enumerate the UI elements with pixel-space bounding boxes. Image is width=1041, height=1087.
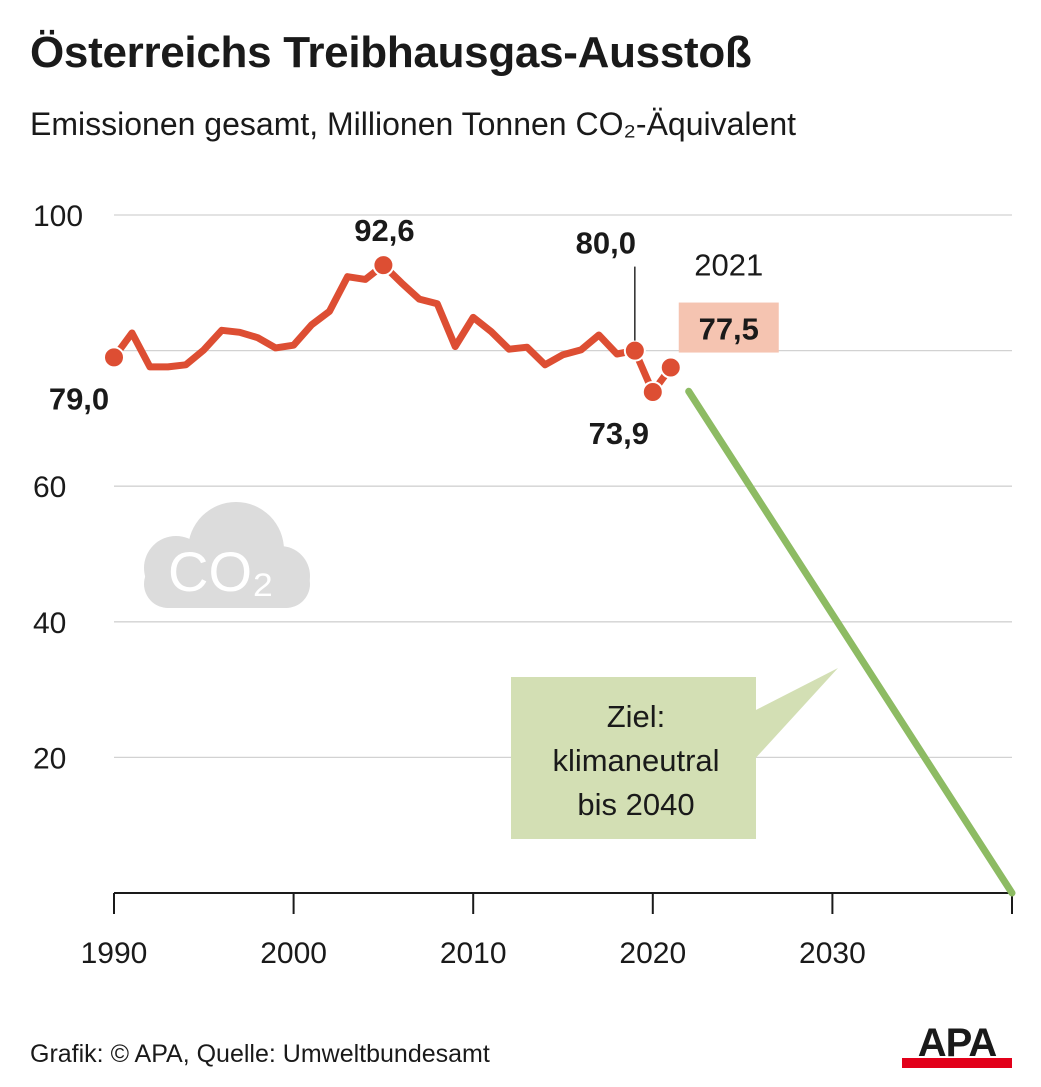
x-tick-label: 2000 [260, 937, 327, 970]
y-tick-label: 60 [33, 471, 66, 504]
y-tick-label: 40 [33, 607, 66, 640]
goal-annotation-pointer [752, 668, 838, 762]
data-label: 79,0 [49, 381, 109, 416]
goal-annotation-box [511, 677, 756, 839]
y-axis-ticks: 100 60 40 20 [33, 200, 83, 775]
y-tick-label: 100 [33, 200, 83, 233]
data-point-marker [623, 339, 646, 362]
data-label: 77,5 [699, 312, 759, 347]
data-point-marker [641, 380, 664, 403]
x-axis: 1990 2000 2010 2020 2030 [81, 892, 1013, 970]
data-label: 73,9 [589, 416, 649, 451]
co2-cloud-icon: CO₂ [144, 502, 310, 608]
data-label: 92,6 [354, 213, 414, 248]
gridlines [114, 214, 1012, 759]
chart-subtitle: Emissionen gesamt, Millionen Tonnen CO₂-… [30, 106, 796, 142]
y-tick-label: 20 [33, 742, 66, 775]
data-point-marker [659, 356, 682, 379]
apa-logo: APA [902, 1021, 1012, 1068]
goal-line-3: bis 2040 [577, 787, 694, 822]
data-label: 80,0 [576, 226, 636, 261]
apa-logo-bar [902, 1058, 1012, 1068]
x-tick-label: 2010 [440, 937, 507, 970]
goal-line-1: Ziel: [607, 699, 666, 734]
target-path-line [685, 387, 1016, 897]
apa-logo-text: APA [918, 1021, 997, 1065]
series [103, 254, 1016, 897]
chart-title: Österreichs Treibhausgas-Ausstoß [30, 28, 752, 77]
data-point-marker [103, 346, 125, 369]
data-labels: 79,0 92,6 80,0 73,9 2021 77,5 [49, 213, 779, 451]
source-credit: Grafik: © APA, Quelle: Umweltbundesamt [30, 1040, 490, 1068]
data-point-marker [372, 254, 395, 277]
co2-icon-label: CO₂ [168, 540, 274, 603]
x-tick-label: 2020 [619, 937, 686, 970]
goal-line-2: klimaneutral [552, 743, 719, 778]
x-tick-label: 2030 [799, 937, 866, 970]
goal-annotation: Ziel: klimaneutral bis 2040 [511, 668, 838, 839]
x-tick-label: 1990 [81, 937, 148, 970]
data-label: 2021 [694, 248, 763, 283]
highlight-box [678, 302, 779, 353]
emissions-series-line [110, 261, 675, 396]
